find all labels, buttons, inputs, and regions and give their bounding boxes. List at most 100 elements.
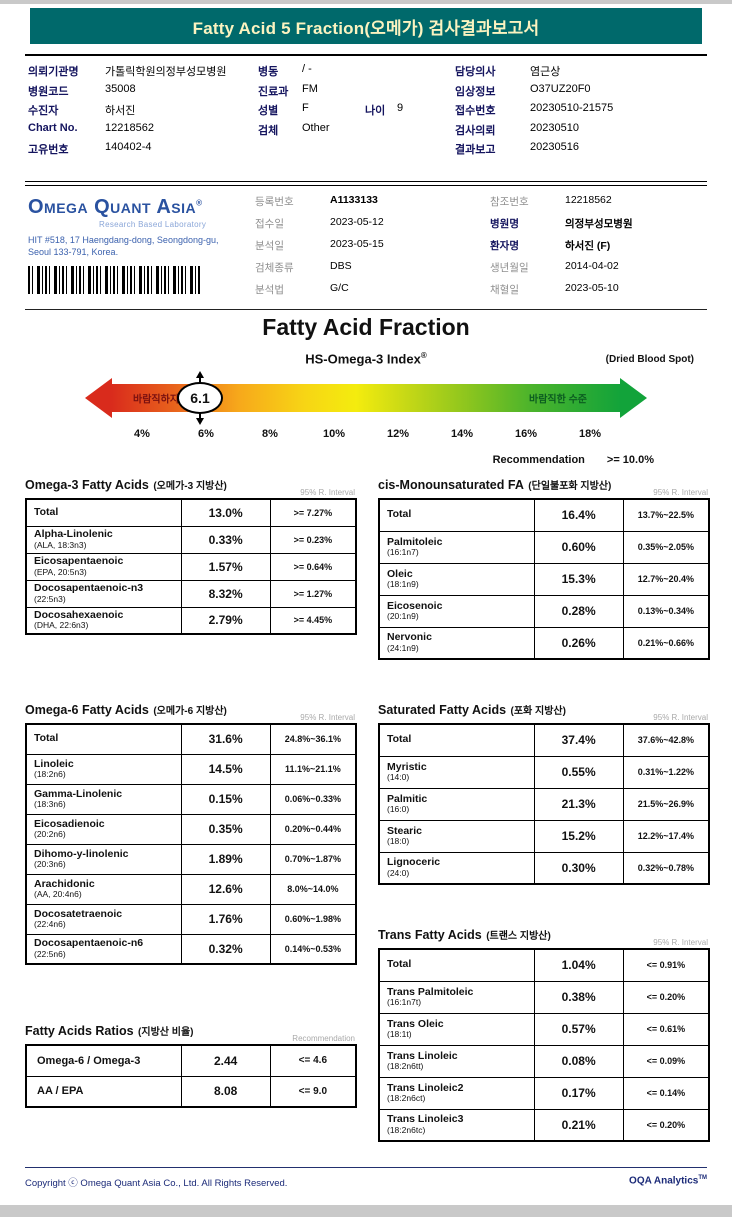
- index-value-badge: 6.1: [177, 382, 223, 414]
- registered-mark: ®: [420, 351, 427, 360]
- reference-interval: >= 7.27%: [269, 498, 357, 527]
- fatty-acid-name: Alpha-Linolenic: [34, 528, 113, 541]
- reference-interval: <= 0.61%: [622, 1012, 710, 1046]
- fatty-acid-name: Total: [34, 505, 59, 518]
- interval-column-label: 95% R. Interval: [300, 488, 355, 497]
- ratio-recommendation: <= 4.6: [269, 1044, 357, 1077]
- ward-label: 병동: [258, 66, 279, 78]
- section-divider: [25, 309, 707, 310]
- specimen-type-label: 검체종류: [255, 262, 294, 274]
- fatty-acid-abbrev: (22:5n6): [34, 948, 66, 959]
- result-value: 21.3%: [533, 787, 624, 821]
- result-value: 0.33%: [180, 525, 271, 554]
- reference-interval: 12.2%~17.4%: [622, 819, 710, 853]
- hospital-name-label: 병원명: [490, 218, 519, 230]
- fatty-acid-abbrev: (24:1n9): [387, 642, 419, 653]
- ref-no-label: 참조번호: [490, 196, 529, 208]
- sex-value: F: [302, 102, 309, 114]
- omega6-table-block: Omega-6 Fatty Acids (오메가-6 지방산) 95% R. I…: [25, 701, 357, 965]
- table-title: Fatty Acids Ratios: [25, 1024, 134, 1038]
- tick-label: 14%: [450, 428, 474, 440]
- dept-label: 진료과: [258, 86, 289, 98]
- reference-interval: >= 4.45%: [269, 606, 357, 635]
- result-value: 0.32%: [180, 933, 271, 965]
- ratio-name: Omega-6 / Omega-3: [37, 1054, 141, 1067]
- hs-omega3-index-title: HS-Omega-3 Index®: [305, 351, 427, 367]
- omega3-table-block: Omega-3 Fatty Acids (오메가-3 지방산) 95% R. I…: [25, 476, 357, 635]
- dept-value: FM: [302, 83, 318, 95]
- table-row: Docosatetraenoic (22:4n6) 1.76% 0.60%~1.…: [25, 903, 357, 935]
- table-row: Arachidonic (AA, 20:4n6) 12.6% 8.0%~14.0…: [25, 873, 357, 905]
- result-value: 2.79%: [180, 606, 271, 635]
- table-row: Lignoceric (24:0) 0.30% 0.32%~0.78%: [378, 851, 710, 885]
- tick-label: 10%: [322, 428, 346, 440]
- oqa-analytics-brand: OQA AnalyticsTM: [629, 1175, 707, 1187]
- fatty-acid-name: Myristic: [387, 760, 427, 773]
- reference-interval: 8.0%~14.0%: [269, 873, 357, 905]
- lab-address: HIT #518, 17 Haengdang-dong, Seongdong-g…: [28, 234, 219, 258]
- cis-mono-table-block: cis-Monounsaturated FA (단일불포화 지방산) 95% R…: [378, 476, 710, 660]
- index-recommendation: Recommendation >= 10.0%: [493, 454, 654, 466]
- fatty-acid-abbrev: (16:1n7): [387, 547, 419, 558]
- fatty-acid-name: Linoleic: [34, 757, 74, 770]
- ratios-table: Omega-6 / Omega-3 2.44 <= 4.6 AA / EPA 8…: [25, 1044, 357, 1108]
- ratio-value: 8.08: [180, 1075, 271, 1108]
- tick-label: 8%: [262, 428, 278, 440]
- result-value: 8.32%: [180, 579, 271, 608]
- table-row: Total 37.4% 37.6%~42.8%: [378, 723, 710, 757]
- lab-info-section: Omega Quant Asia® Research Based Laborat…: [25, 190, 707, 306]
- hospital-code-label: 병원코드: [28, 86, 69, 98]
- result-value: 13.0%: [180, 498, 271, 527]
- fatty-acid-abbrev: (18:3n6): [34, 799, 66, 810]
- ward-value: / -: [302, 63, 312, 75]
- table-row: Trans Oleic (18:1t) 0.57% <= 0.61%: [378, 1012, 710, 1046]
- recommendation-column-label: Recommendation: [292, 1034, 355, 1043]
- ratio-value: 2.44: [180, 1044, 271, 1077]
- result-value: 0.38%: [533, 980, 624, 1014]
- result-value: 1.89%: [180, 843, 271, 875]
- table-subtitle: (트랜스 지방산): [486, 931, 551, 942]
- reference-interval: <= 0.91%: [622, 948, 710, 982]
- org-label: 의뢰기관명: [28, 66, 79, 78]
- ratio-name: AA / EPA: [37, 1085, 84, 1098]
- table-row: Omega-6 / Omega-3 2.44 <= 4.6: [25, 1044, 357, 1077]
- fatty-acid-name: Docosapentaenoic-n3: [34, 582, 144, 595]
- result-value: 0.57%: [533, 1012, 624, 1046]
- address-line2: Seoul 133-791, Korea.: [28, 247, 119, 258]
- registered-mark: ®: [196, 198, 203, 208]
- fatty-acid-abbrev: (14:0): [387, 772, 410, 783]
- fatty-acid-abbrev: (22:5n3): [34, 593, 66, 604]
- uid-value: 140402-4: [105, 141, 152, 153]
- result-value: 1.04%: [533, 948, 624, 982]
- patient-info-section: 의뢰기관명 가톨릭학원의정부성모병원 병원코드 35008 수진자 하서진 Ch…: [25, 54, 707, 178]
- reference-interval: 0.13%~0.34%: [622, 594, 710, 628]
- fatty-acid-name: Lignoceric: [387, 856, 441, 869]
- ratios-table-block: Fatty Acids Ratios (지방산 비율) Recommendati…: [25, 1022, 357, 1108]
- fatty-acid-abbrev: (18:2n6ct): [387, 1093, 426, 1104]
- patient-name2-value: 하서진 (F): [565, 240, 611, 252]
- report-title: Fatty Acid 5 Fraction(오메가) 검사결과보고서: [192, 18, 540, 38]
- doctor-label: 담당의사: [455, 66, 496, 78]
- specimen-label: 검체: [258, 125, 279, 137]
- clinical-value: O37UZ20F0: [530, 83, 591, 95]
- org-value: 가톨릭학원의정부성모병원: [105, 66, 227, 78]
- reference-interval: 0.31%~1.22%: [622, 755, 710, 789]
- result-value: 0.26%: [533, 626, 624, 660]
- table-row: Total 13.0% >= 7.27%: [25, 498, 357, 527]
- result-value: 1.76%: [180, 903, 271, 935]
- table-subtitle: (오메가-3 지방산): [153, 481, 227, 492]
- reference-interval: 24.8%~36.1%: [269, 723, 357, 755]
- birth-date-value: 2014-04-02: [565, 260, 619, 272]
- saturated-table-header: Saturated Fatty Acids (포화 지방산) 95% R. In…: [378, 701, 710, 723]
- ratio-recommendation: <= 9.0: [269, 1075, 357, 1108]
- fatty-acid-abbrev: (18:1n9): [387, 579, 419, 590]
- fatty-acid-name: Gamma-Linolenic: [34, 787, 123, 800]
- reference-interval: >= 0.64%: [269, 552, 357, 581]
- fatty-acid-abbrev: (24:0): [387, 867, 410, 878]
- reference-interval: <= 0.14%: [622, 1076, 710, 1110]
- reference-interval: 12.7%~20.4%: [622, 562, 710, 596]
- result-value: 0.21%: [533, 1108, 624, 1142]
- reference-interval: 13.7%~22.5%: [622, 498, 710, 532]
- recommendation-label: Recommendation: [492, 454, 585, 466]
- result-value: 0.28%: [533, 594, 624, 628]
